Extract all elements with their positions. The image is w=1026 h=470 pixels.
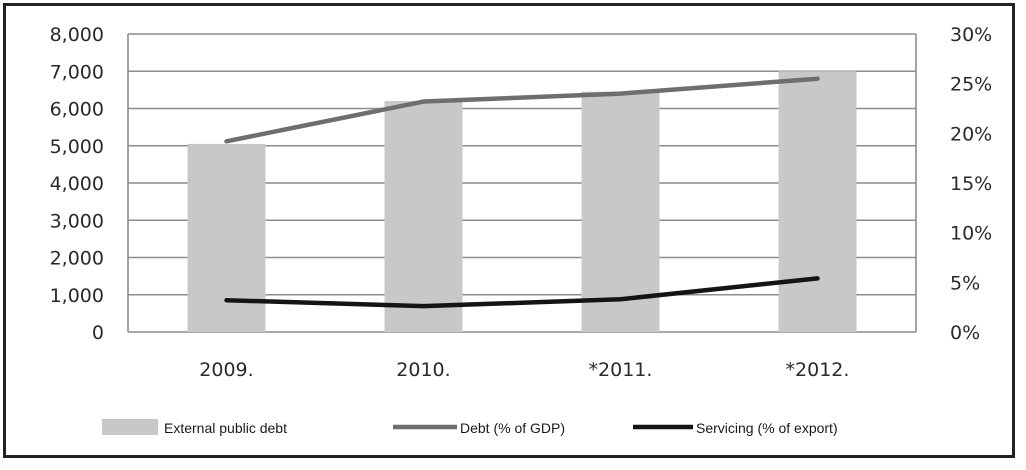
legend-label-debt-pct-gdp: Debt (% of GDP)	[460, 420, 565, 436]
left-tick-label: 6,000	[50, 99, 104, 121]
x-category-label: *2011.	[589, 359, 653, 381]
bar-external-public-debt	[384, 101, 463, 332]
legend-label-servicing-pct-export: Servicing (% of export)	[696, 420, 838, 436]
chart-frame: 0 1,000 2,000 3,000 4,000 5,000 6,000 7,000 8,00…	[3, 3, 1015, 458]
bar-external-public-debt	[778, 71, 857, 332]
x-category-label: 2010.	[396, 359, 450, 381]
left-tick-label: 1,000	[50, 285, 104, 307]
left-tick-label: 3,000	[50, 210, 104, 232]
left-tick-label: 8,000	[50, 24, 104, 46]
bar-external-public-debt	[187, 143, 266, 332]
chart-svg: 0 1,000 2,000 3,000 4,000 5,000 6,000 7,000 8,00…	[50, 24, 993, 436]
right-tick-label: 0%	[950, 322, 980, 344]
x-category-label: 2009.	[199, 359, 253, 381]
line-servicing-pct-export	[224, 276, 820, 309]
right-tick-label: 30%	[950, 24, 992, 46]
bar-external-public-debt	[581, 91, 660, 332]
right-tick-label: 20%	[950, 123, 992, 145]
x-category-label: *2012.	[786, 359, 850, 381]
left-tick-label: 0	[92, 322, 104, 344]
left-tick-label: 4,000	[50, 173, 104, 195]
left-tick-label: 5,000	[50, 136, 104, 158]
left-tick-label: 2,000	[50, 248, 104, 270]
legend-label-external-public-debt: External public debt	[164, 420, 287, 436]
legend-swatch-external-public-debt	[102, 419, 158, 435]
right-tick-label: 5%	[950, 272, 980, 294]
right-tick-label: 25%	[950, 74, 992, 96]
right-tick-label: 15%	[950, 173, 992, 195]
right-tick-label: 10%	[950, 223, 992, 245]
left-tick-label: 7,000	[50, 61, 104, 83]
line-debt-pct-gdp	[224, 76, 820, 144]
